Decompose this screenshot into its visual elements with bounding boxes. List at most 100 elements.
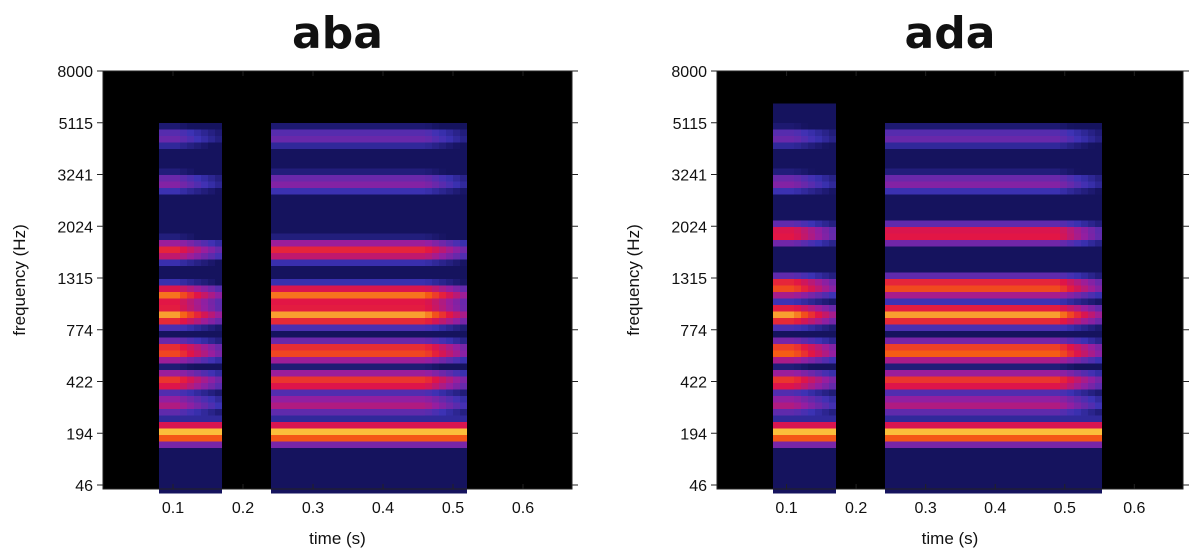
spectrogram-cell xyxy=(1039,181,1046,188)
spectrogram-cell xyxy=(166,441,173,448)
spectrogram-cell xyxy=(180,272,187,279)
spectrogram-cell xyxy=(383,487,390,494)
spectrogram-cell xyxy=(794,305,801,312)
spectrogram-cell xyxy=(1067,376,1074,383)
spectrogram-cell xyxy=(208,357,215,364)
spectrogram-cell xyxy=(1018,246,1025,253)
spectrogram-cell xyxy=(1018,350,1025,357)
spectrogram-cell xyxy=(885,402,892,409)
spectrogram-cell xyxy=(292,259,299,266)
spectrogram-cell xyxy=(1018,181,1025,188)
spectrogram-cell xyxy=(348,337,355,344)
spectrogram-cell xyxy=(299,409,306,416)
spectrogram-cell xyxy=(376,175,383,182)
spectrogram-cell xyxy=(1039,305,1046,312)
spectrogram-cell xyxy=(201,155,208,162)
spectrogram-cell xyxy=(187,467,194,474)
spectrogram-cell xyxy=(376,168,383,175)
spectrogram-cell xyxy=(906,253,913,260)
spectrogram-cell xyxy=(334,149,341,156)
spectrogram-cell xyxy=(271,253,278,260)
spectrogram-cell xyxy=(1018,175,1025,182)
spectrogram-cell xyxy=(1018,155,1025,162)
spectrogram-cell xyxy=(990,155,997,162)
spectrogram-cell xyxy=(990,357,997,364)
spectrogram-cell xyxy=(376,227,383,234)
spectrogram-cell xyxy=(432,461,439,468)
spectrogram-cell xyxy=(432,422,439,429)
spectrogram-cell xyxy=(278,441,285,448)
spectrogram-cell xyxy=(425,396,432,403)
spectrogram-cell xyxy=(159,331,166,338)
spectrogram-cell xyxy=(201,415,208,422)
spectrogram-cell xyxy=(1032,357,1039,364)
spectrogram-cell xyxy=(927,422,934,429)
spectrogram-cell xyxy=(976,168,983,175)
spectrogram-cell xyxy=(271,415,278,422)
spectrogram-cell xyxy=(1060,149,1067,156)
spectrogram-cell xyxy=(955,142,962,149)
spectrogram-cell xyxy=(390,155,397,162)
spectrogram-cell xyxy=(432,376,439,383)
spectrogram-cell xyxy=(1018,344,1025,351)
spectrogram-cell xyxy=(794,272,801,279)
spectrogram-cell xyxy=(327,207,334,214)
spectrogram-cell xyxy=(369,389,376,396)
spectrogram-cell xyxy=(334,467,341,474)
spectrogram-cell xyxy=(327,292,334,299)
spectrogram-cell xyxy=(397,214,404,221)
spectrogram-cell xyxy=(397,337,404,344)
spectrogram-cell xyxy=(773,305,780,312)
spectrogram-cell xyxy=(334,246,341,253)
spectrogram-cell xyxy=(829,175,836,182)
spectrogram-cell xyxy=(306,344,313,351)
spectrogram-cell xyxy=(822,240,829,247)
spectrogram-cell xyxy=(990,136,997,143)
spectrogram-cell xyxy=(990,162,997,169)
spectrogram-cell xyxy=(292,201,299,208)
spectrogram-cell xyxy=(446,233,453,240)
spectrogram-cell xyxy=(1039,363,1046,370)
spectrogram-cell xyxy=(962,188,969,195)
spectrogram-cell xyxy=(299,474,306,481)
spectrogram-cell xyxy=(1039,389,1046,396)
spectrogram-cell xyxy=(341,331,348,338)
spectrogram-cell xyxy=(906,233,913,240)
spectrogram-cell xyxy=(460,324,467,331)
spectrogram-cell xyxy=(773,396,780,403)
spectrogram-cell xyxy=(208,246,215,253)
spectrogram-cell xyxy=(1025,201,1032,208)
spectrogram-cell xyxy=(348,415,355,422)
spectrogram-cell xyxy=(990,467,997,474)
spectrogram-cell xyxy=(948,129,955,136)
spectrogram-cell xyxy=(815,448,822,455)
spectrogram-cell xyxy=(278,246,285,253)
spectrogram-cell xyxy=(278,474,285,481)
spectrogram-cell xyxy=(411,331,418,338)
spectrogram-cell xyxy=(173,474,180,481)
spectrogram-cell xyxy=(341,246,348,253)
spectrogram-cell xyxy=(299,422,306,429)
spectrogram-cell xyxy=(355,253,362,260)
spectrogram-cell xyxy=(187,318,194,325)
spectrogram-cell xyxy=(815,240,822,247)
spectrogram-cell xyxy=(313,129,320,136)
spectrogram-cell xyxy=(194,383,201,390)
spectrogram-cell xyxy=(906,454,913,461)
spectrogram-cell xyxy=(194,428,201,435)
spectrogram-cell xyxy=(215,246,222,253)
spectrogram-cell xyxy=(941,149,948,156)
spectrogram-cell xyxy=(1046,214,1053,221)
spectrogram-cell xyxy=(292,402,299,409)
spectrogram-cell xyxy=(327,402,334,409)
spectrogram-cell xyxy=(285,344,292,351)
spectrogram-cell xyxy=(1032,409,1039,416)
spectrogram-cell xyxy=(215,149,222,156)
spectrogram-cell xyxy=(271,155,278,162)
spectrogram-cell xyxy=(773,467,780,474)
spectrogram-cell xyxy=(997,305,1004,312)
spectrogram-cell xyxy=(180,389,187,396)
spectrogram-cell xyxy=(1025,331,1032,338)
spectrogram-cell xyxy=(780,253,787,260)
spectrogram-cell xyxy=(166,454,173,461)
